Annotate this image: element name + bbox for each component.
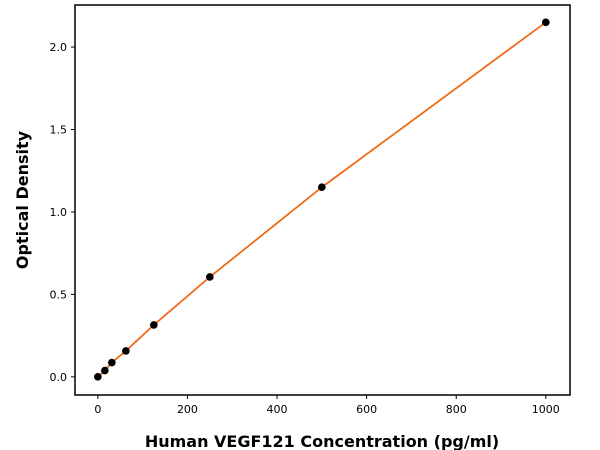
y-axis-label: Optical Density xyxy=(13,130,32,269)
x-tick-label: 0 xyxy=(94,403,101,416)
x-tick-label: 800 xyxy=(446,403,467,416)
y-tick-label: 1.5 xyxy=(50,124,68,137)
data-point xyxy=(542,18,550,27)
data-point xyxy=(101,366,109,375)
data-point xyxy=(108,358,116,367)
data-point xyxy=(206,273,214,281)
data-point xyxy=(150,321,158,329)
y-tick-label: 0.5 xyxy=(50,288,68,301)
data-point xyxy=(318,183,326,192)
x-tick-label: 600 xyxy=(356,403,377,416)
y-tick-label: 2.0 xyxy=(50,41,68,54)
x-tick-label: 400 xyxy=(267,403,288,416)
data-point xyxy=(122,347,130,355)
x-tick-label: 1000 xyxy=(532,403,560,416)
y-tick-label: 1.0 xyxy=(50,206,68,219)
y-tick-label: 0.0 xyxy=(50,371,68,384)
fit-curve xyxy=(97,21,547,378)
x-tick-label: 200 xyxy=(177,403,198,416)
plot-frame xyxy=(74,4,571,396)
x-axis-label: Human VEGF121 Concentration (pg/ml) xyxy=(145,432,499,450)
data-point xyxy=(94,373,102,381)
